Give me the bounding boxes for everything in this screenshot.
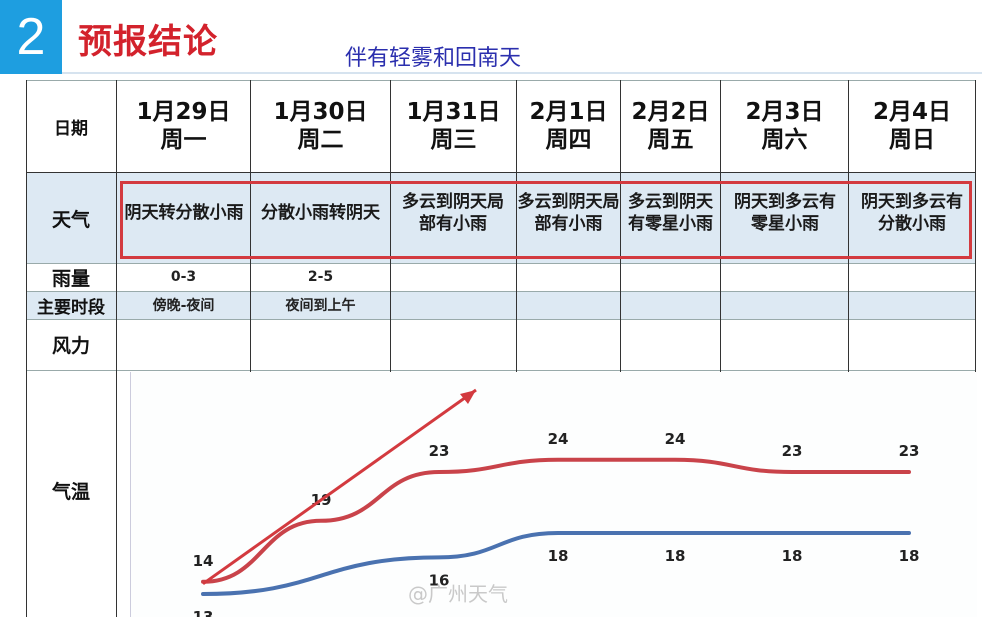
rain-cell: 0-3 (170, 269, 197, 285)
watermark: @广州天气 (408, 582, 508, 606)
data-label: 18 (665, 547, 686, 565)
weekday-text: 周一 (160, 127, 207, 153)
date-header: 1月29日 周一 (117, 80, 250, 172)
data-label: 24 (548, 430, 569, 448)
table-border (516, 80, 517, 372)
period-row-band (26, 291, 976, 319)
weekday-text: 周四 (545, 127, 592, 153)
table-border (848, 80, 849, 372)
data-label: 23 (429, 442, 450, 460)
data-label: 18 (548, 547, 569, 565)
temperature-chart: 14192324242323131618181818 (130, 372, 977, 621)
forecast-table: 日期 天气 雨量 主要时段 风力 气温 1月29日 周一 阴天转分散小雨 0-3… (26, 80, 976, 617)
date-text: 2月2日 (631, 99, 710, 125)
data-label: 16 (429, 571, 450, 589)
table-rule (26, 319, 976, 320)
weekday-text: 周三 (430, 127, 477, 153)
row-label-rain: 雨量 (51, 267, 90, 290)
weather-cell: 多云到阴天局部有小雨 (402, 192, 504, 234)
weather-row-band (26, 173, 976, 263)
row-label-weather: 天气 (51, 208, 90, 231)
table-rule (26, 370, 976, 371)
arrow-shaft (202, 388, 477, 586)
weather-cell: 阴天到多云有零星小雨 (734, 192, 836, 234)
table-rule (26, 291, 976, 292)
table-border (250, 80, 251, 372)
weather-cell: 阴天转分散小雨 (124, 203, 244, 223)
weather-cell: 多云到阴天有零星小雨 (628, 192, 713, 234)
table-border (390, 80, 391, 372)
table-rule (26, 263, 976, 264)
date-header: 2月4日 周日 (849, 80, 975, 172)
temperature-chart-svg: 14192324242323131618181818 (193, 388, 920, 621)
section-subtitle: 伴有轻雾和回南天 (345, 46, 522, 71)
date-header: 2月3日 周六 (721, 80, 848, 172)
weekday-text: 周五 (647, 127, 694, 153)
table-border (116, 80, 117, 617)
weather-highlight-box (120, 181, 972, 259)
data-label: 18 (899, 547, 920, 565)
date-text: 2月1日 (529, 99, 608, 125)
series-line-1 (201, 531, 911, 596)
period-cell: 傍晚-夜间 (152, 298, 215, 314)
data-label: 23 (782, 442, 803, 460)
table-border (975, 80, 976, 617)
data-label: 14 (193, 552, 214, 570)
table-rule (26, 172, 976, 173)
weather-cell: 阴天到多云有分散小雨 (861, 192, 963, 234)
weekday-text: 周六 (761, 127, 808, 153)
row-label-temp: 气温 (51, 480, 90, 503)
series-line-0 (201, 457, 911, 584)
section-title: 预报结论 (78, 22, 218, 62)
data-label: 24 (665, 430, 686, 448)
table-border (26, 80, 27, 617)
date-text: 2月4日 (872, 99, 951, 125)
date-text: 1月30日 (273, 99, 368, 125)
data-label: 13 (193, 608, 214, 617)
row-label-wind: 风力 (51, 335, 90, 357)
date-header: 1月30日 周二 (251, 80, 390, 172)
data-label: 18 (782, 547, 803, 565)
date-header: 1月31日 周三 (391, 80, 516, 172)
period-cell: 夜间到上午 (285, 298, 356, 314)
weekday-text: 周二 (297, 127, 344, 153)
date-text: 2月3日 (745, 99, 824, 125)
weather-cell: 多云到阴天局部有小雨 (517, 192, 620, 234)
weekday-text: 周日 (889, 127, 935, 153)
row-label-period: 主要时段 (37, 297, 105, 318)
section-number: 2 (0, 0, 62, 74)
date-text: 1月29日 (136, 99, 231, 125)
weather-cell: 分散小雨转阴天 (261, 203, 380, 223)
row-label-date: 日期 (54, 118, 88, 139)
rain-cell: 2-5 (307, 269, 334, 285)
table-border (720, 80, 721, 372)
table-border (620, 80, 621, 372)
date-header: 2月2日 周五 (621, 80, 720, 172)
table-rule (26, 80, 976, 81)
date-header: 2月1日 周四 (517, 80, 620, 172)
data-label: 23 (899, 442, 920, 460)
arrow-head (460, 390, 476, 404)
title-divider (62, 72, 982, 74)
date-text: 1月31日 (406, 99, 501, 125)
